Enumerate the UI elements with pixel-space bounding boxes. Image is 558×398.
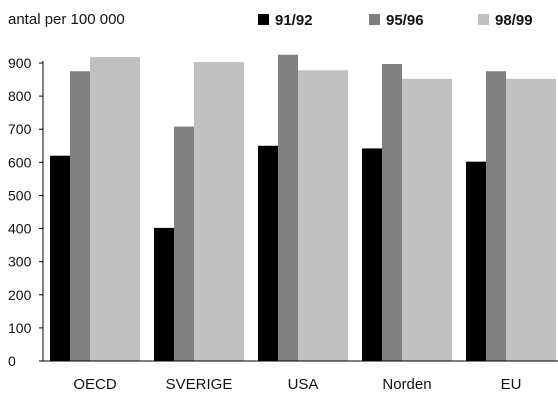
y-tick-label: 700 [8,121,32,137]
x-tick-label-norden: Norden [382,376,431,393]
y-tick-label: 800 [8,88,32,104]
legend-label-91-92: 91/92 [275,12,313,29]
bar-usa-91-92 [258,145,278,361]
bar-usa-98-99 [298,70,348,361]
bar-norden-91-92 [362,148,382,361]
legend-label-95-96: 95/96 [386,12,424,29]
x-tick-label-usa: USA [288,376,319,393]
bar-oecd-95-96 [70,71,90,362]
y-axis-label: antal per 100 000 [8,11,125,28]
x-tick-label-sverige: SVERIGE [166,376,233,393]
bar-sverige-95-96 [174,126,194,361]
x-tick-label-oecd: OECD [73,376,117,393]
legend: 91/92 95/96 98/99 [258,12,533,29]
bar-norden-98-99 [402,78,452,361]
legend-swatch-91-92 [258,14,269,25]
bar-usa-95-96 [278,54,298,361]
legend-swatch-95-96 [369,14,380,25]
x-axis: OECD SVERIGE USA Norden EU [43,360,558,393]
y-tick-label: 600 [8,154,32,170]
plot-area [50,54,556,362]
bar-eu-91-92 [466,161,486,361]
y-tick-label: 200 [8,287,32,303]
legend-swatch-98-99 [478,14,489,25]
y-tick-label: 900 [8,55,32,71]
legend-label-98-99: 98/99 [495,12,533,29]
bar-eu-95-96 [486,71,506,362]
y-tick-label: 400 [8,221,32,237]
bar-eu-98-99 [506,78,556,361]
bar-sverige-98-99 [194,62,244,362]
bar-oecd-91-92 [50,155,70,361]
bar-oecd-98-99 [90,57,140,361]
y-tick-label: 100 [8,320,32,336]
x-tick-label-eu: EU [501,376,522,393]
bar-norden-95-96 [382,63,402,361]
bar-sverige-91-92 [154,227,174,361]
y-axis: 0 100 200 300 400 500 600 700 800 900 [8,55,44,369]
y-tick-label: 0 [8,353,16,369]
y-tick-label: 500 [8,187,32,203]
y-tick-label: 300 [8,254,32,270]
